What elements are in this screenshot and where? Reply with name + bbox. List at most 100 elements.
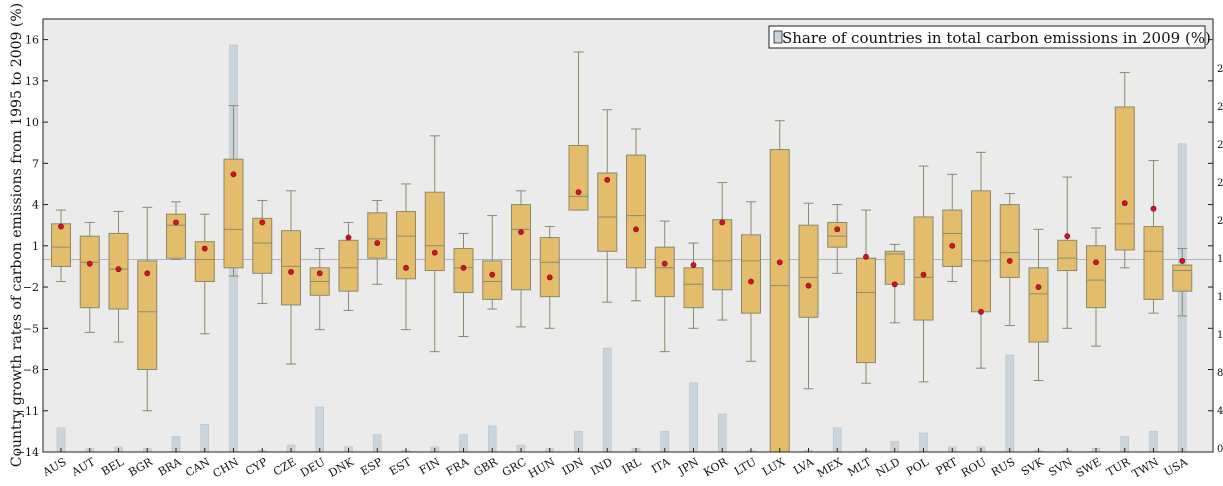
y-tick-label: −5 bbox=[23, 322, 39, 335]
x-tick-label: CAN bbox=[183, 455, 212, 479]
x-tick-label: FRA bbox=[444, 455, 472, 479]
legend-label: Share of countries in total carbon emiss… bbox=[782, 29, 1211, 47]
box-iqr bbox=[942, 209, 963, 267]
mean-point bbox=[460, 264, 467, 271]
x-tick-label: DEU bbox=[298, 455, 327, 479]
mean-point bbox=[201, 245, 208, 252]
box-iqr bbox=[424, 191, 445, 272]
box-iqr bbox=[971, 190, 991, 313]
right-tick-label: 1 bbox=[1217, 254, 1223, 265]
x-tick-label: BEL bbox=[99, 455, 126, 478]
y-tick-label: 13 bbox=[25, 75, 39, 88]
box-iqr bbox=[79, 235, 100, 309]
box-iqr bbox=[1114, 106, 1135, 251]
right-tick-label: 1 bbox=[1217, 330, 1223, 341]
right-tick-label: 2 bbox=[1217, 102, 1223, 113]
box-iqr bbox=[654, 246, 675, 298]
x-tick-label: DNK bbox=[326, 455, 356, 480]
mean-point bbox=[1179, 258, 1186, 264]
mean-point bbox=[489, 271, 496, 278]
box-iqr bbox=[396, 210, 416, 280]
right-tick-label: 2 bbox=[1217, 216, 1223, 227]
y-tick-label: 7 bbox=[32, 157, 39, 170]
y-axis-label: Country growth rates of carbon emissions… bbox=[9, 3, 25, 467]
mean-point bbox=[1006, 258, 1013, 264]
x-tick-label: CYP bbox=[243, 455, 270, 478]
mean-point bbox=[633, 226, 639, 233]
x-tick-label: KOR bbox=[701, 455, 730, 479]
share-bar bbox=[602, 347, 612, 453]
x-tick-label: BGR bbox=[126, 455, 155, 479]
x-tick-label: LUX bbox=[760, 455, 787, 478]
right-tick-label: 4 bbox=[1217, 406, 1223, 417]
box-iqr bbox=[539, 237, 560, 298]
x-tick-label: MLT bbox=[845, 455, 874, 479]
box-iqr bbox=[137, 260, 158, 371]
y-tick-label: 1 bbox=[32, 240, 39, 253]
mean-point bbox=[1035, 284, 1042, 290]
right-tick-label: 8 bbox=[1217, 368, 1223, 379]
right-tick-label: 0 bbox=[1217, 444, 1223, 455]
x-tick-label: JPN bbox=[675, 455, 701, 478]
box-iqr bbox=[712, 219, 733, 291]
y-tick-label: 16 bbox=[25, 34, 39, 47]
right-tick-label: 1 bbox=[1217, 292, 1223, 303]
y-tick-label: −14 bbox=[16, 446, 39, 459]
y-tick-label: −11 bbox=[16, 405, 39, 418]
share-bar bbox=[315, 406, 325, 453]
box-iqr bbox=[1172, 264, 1193, 292]
y-tick-label: −8 bbox=[23, 364, 39, 377]
x-tick-label: GRC bbox=[500, 455, 529, 479]
x-tick-label: ROU bbox=[959, 455, 989, 480]
box-iqr bbox=[338, 239, 359, 292]
mean-point bbox=[1093, 259, 1099, 266]
x-tick-label: ITA bbox=[649, 455, 673, 476]
box-iqr bbox=[51, 223, 71, 267]
share-bar bbox=[689, 382, 698, 453]
box-iqr bbox=[568, 144, 589, 211]
mean-point bbox=[86, 260, 93, 267]
mean-point bbox=[863, 253, 869, 260]
x-tick-label: CZE bbox=[271, 455, 298, 478]
x-tick-label: BRA bbox=[156, 455, 184, 479]
x-tick-label: GBR bbox=[471, 455, 500, 479]
x-tick-label: IDN bbox=[560, 455, 587, 478]
mean-point bbox=[58, 223, 64, 230]
x-tick-label: LTU bbox=[732, 455, 758, 478]
legend-box bbox=[768, 25, 1206, 49]
mean-point bbox=[144, 270, 151, 277]
mean-point bbox=[661, 260, 668, 267]
mean-point bbox=[115, 266, 122, 273]
legend-swatch bbox=[773, 30, 783, 44]
box-iqr bbox=[1028, 267, 1049, 343]
box-iqr bbox=[741, 234, 761, 314]
mean-point bbox=[949, 242, 956, 249]
x-tick-label: PRT bbox=[933, 455, 960, 478]
mean-point bbox=[173, 219, 179, 226]
mean-point bbox=[690, 262, 697, 268]
box-iqr bbox=[223, 158, 244, 269]
y-tick-label: 10 bbox=[25, 116, 39, 129]
share-bar bbox=[1005, 354, 1015, 453]
x-tick-label: FIN bbox=[417, 455, 443, 477]
legend: Share of countries in total carbon emiss… bbox=[768, 25, 1211, 49]
x-tick-label: NLD bbox=[873, 455, 902, 479]
x-tick-label: SVN bbox=[1047, 455, 1076, 479]
box-iqr bbox=[626, 154, 646, 269]
box-iqr bbox=[194, 241, 215, 283]
right-tick-label: 2 bbox=[1217, 178, 1223, 189]
mean-point bbox=[403, 264, 409, 271]
x-tick-label: SVK bbox=[1019, 455, 1047, 478]
x-tick-label: IRL bbox=[620, 455, 644, 477]
box-iqr bbox=[856, 257, 876, 364]
box-iqr bbox=[597, 172, 618, 252]
x-tick-label: AUT bbox=[69, 455, 98, 479]
mean-point bbox=[546, 274, 553, 281]
x-tick-label: POL bbox=[904, 455, 932, 478]
x-tick-label: ESP bbox=[358, 455, 385, 478]
mean-point bbox=[230, 171, 237, 178]
x-tick-label: AUS bbox=[40, 455, 69, 479]
mean-point bbox=[748, 278, 754, 285]
box-iqr bbox=[913, 216, 934, 321]
